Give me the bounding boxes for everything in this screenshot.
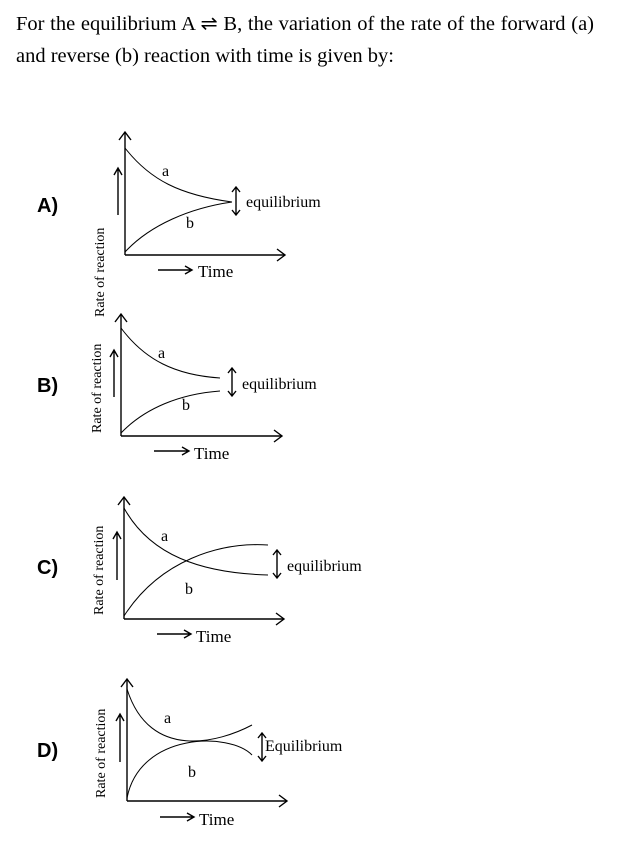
option-a-graph: Rate of reaction Time a b equilibrium [93,130,321,317]
xlabel: Time [199,810,234,829]
curve-b [124,201,233,253]
curve-a-label: a [164,710,171,727]
option-d-label[interactable]: D) [37,740,59,762]
xlabel-arrow [157,629,193,639]
xlabel-arrow [158,265,194,275]
curve-b [123,544,269,617]
option-d-graph: Rate of reaction Time a b Equilibrium [94,677,343,829]
y-axis-arrowhead [114,312,128,323]
ylabel: Rate of reaction [93,228,108,317]
equilibrium-label: equilibrium [242,376,317,393]
curve-b-label: b [182,397,190,414]
curve-b-label: b [185,581,193,598]
equilibrium-arrow [272,548,282,580]
option-a-label[interactable]: A) [37,195,59,217]
xlabel-arrow [160,812,196,822]
ylabel-arrow [113,166,123,215]
xlabel: Time [198,262,233,281]
ylabel: Rate of reaction [94,709,109,798]
equilibrium-arrow [231,185,241,217]
equilibrium-label: Equilibrium [265,738,343,755]
y-axis-arrowhead [118,130,132,141]
curve-a [126,688,253,742]
curve-a-label: a [158,345,165,362]
xlabel-arrow [154,446,191,456]
curve-a [124,147,233,203]
curve-a [123,507,269,576]
curve-b [120,390,221,434]
equilibrium-label: equilibrium [246,194,321,211]
option-b-graph: Rate of reaction Time a b equilibrium [90,312,317,463]
ylabel-arrow [112,530,122,580]
xlabel: Time [194,444,229,463]
curve-b-label: b [186,215,194,232]
ylabel: Rate of reaction [90,344,105,433]
curve-b-label: b [188,764,196,781]
question-text: For the equilibrium A ⇌ B, the variation… [16,13,594,67]
ylabel-arrow [109,348,119,397]
option-c-label[interactable]: C) [37,557,59,579]
curve-b [126,740,253,799]
option-b-label[interactable]: B) [37,375,59,397]
curve-a-label: a [161,528,168,545]
x-axis-arrowhead [276,248,287,262]
equilibrium-arrow [257,731,267,763]
x-axis-arrowhead [278,794,289,808]
option-c-graph: Rate of reaction Time a b equilibrium [92,495,362,646]
y-axis-arrowhead [117,495,131,506]
y-axis-arrowhead [120,677,134,688]
xlabel: Time [196,627,231,646]
x-axis-arrowhead [275,612,286,626]
curve-a-label: a [162,163,169,180]
curve-a [120,327,221,379]
equilibrium-arrow [227,366,237,398]
ylabel-arrow [115,712,125,762]
x-axis-arrowhead [273,429,284,443]
ylabel: Rate of reaction [92,526,107,615]
equilibrium-label: equilibrium [287,558,362,575]
